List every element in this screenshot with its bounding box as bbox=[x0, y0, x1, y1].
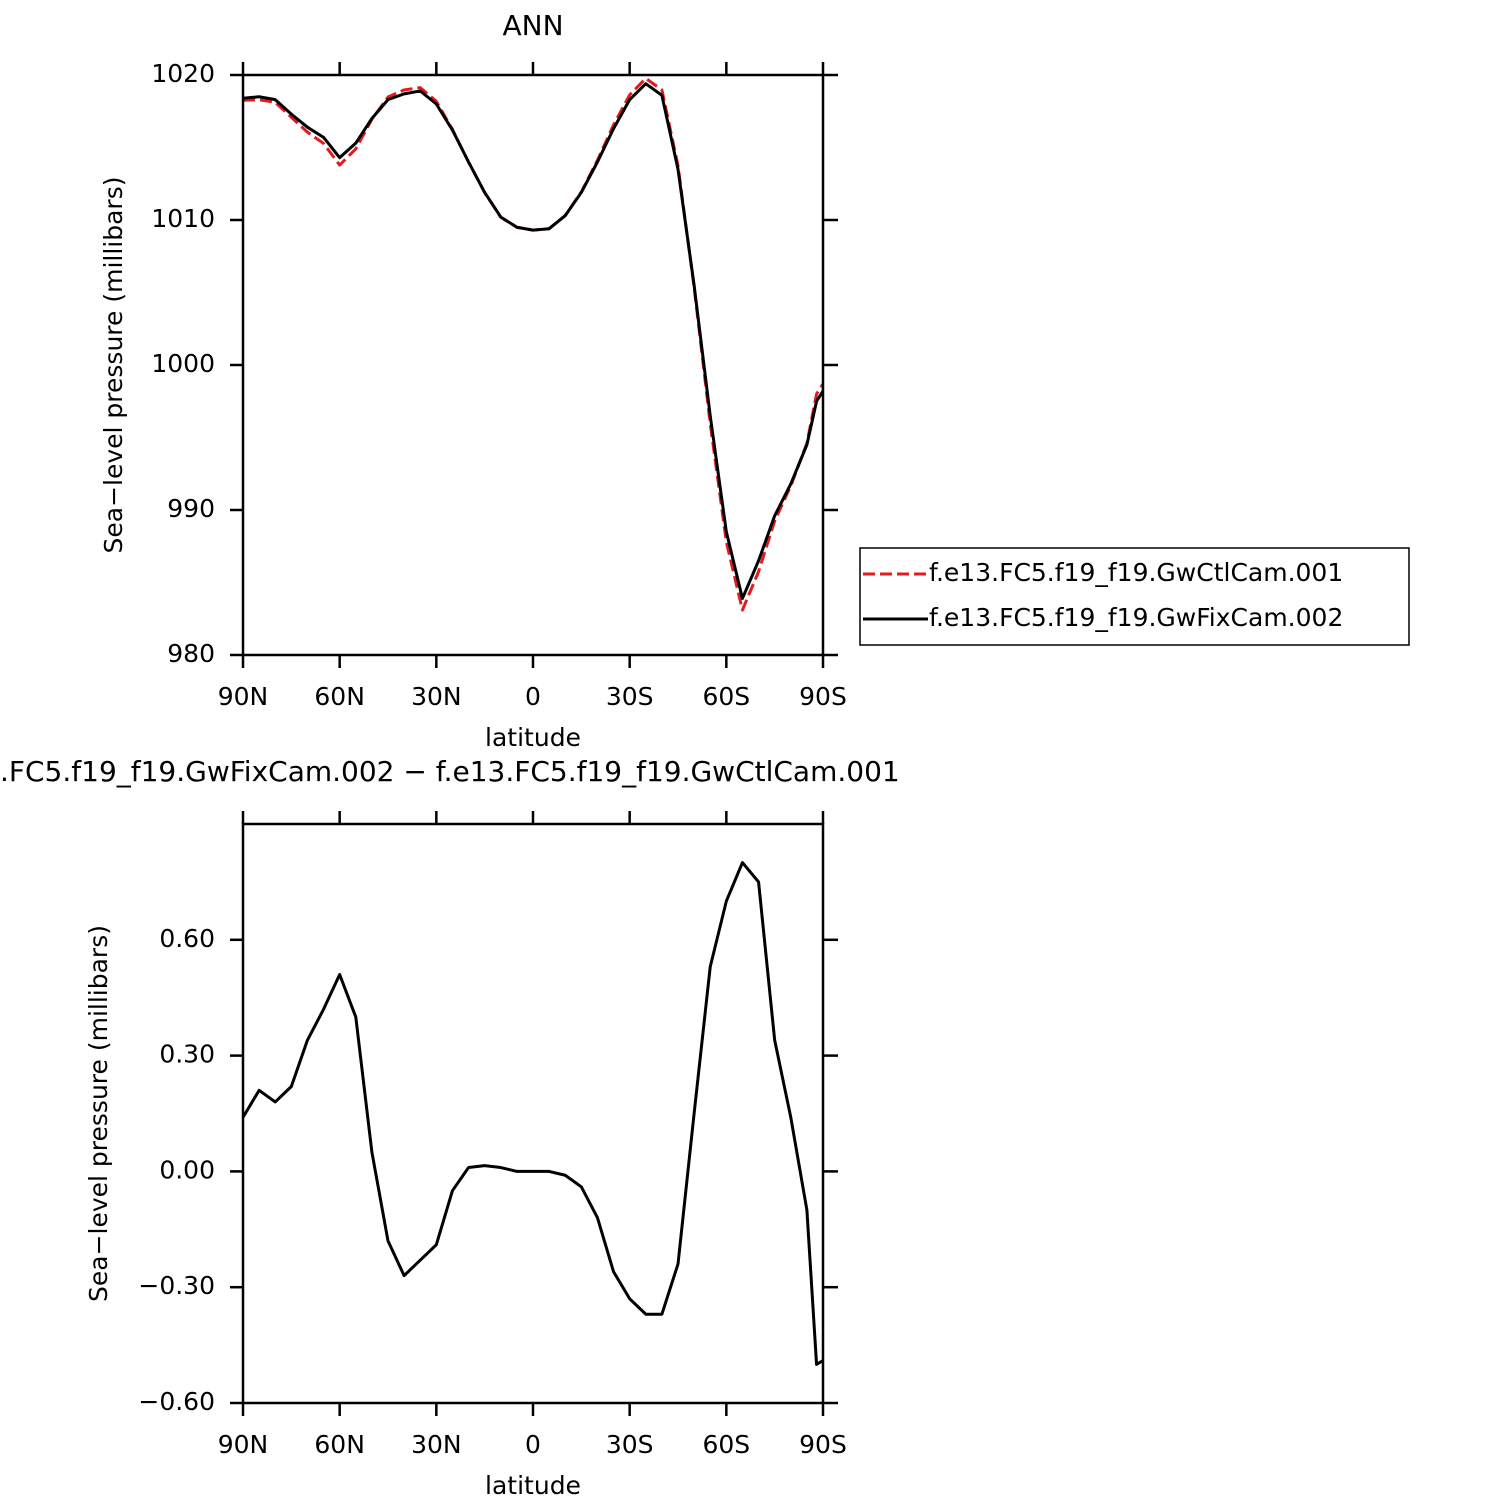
data-line bbox=[241, 861, 824, 1366]
y-axis-label: Sea−level pressure (millibars) bbox=[84, 925, 113, 1302]
x-axis-label: latitude bbox=[485, 1471, 581, 1500]
x-tick-label: 60N bbox=[314, 1430, 365, 1459]
x-tick-label: 0 bbox=[525, 1430, 541, 1459]
x-tick-label: 60S bbox=[702, 1430, 750, 1459]
x-tick-label: 60N bbox=[314, 682, 365, 711]
data-line bbox=[242, 76, 825, 612]
y-tick-label: 1010 bbox=[151, 204, 215, 233]
y-tick-label: −0.30 bbox=[138, 1271, 215, 1300]
legend-box bbox=[859, 547, 1410, 646]
plot-frame bbox=[241, 822, 825, 1405]
chart-title: .FC5.f19_f19.GwFixCam.002 − f.e13.FC5.f1… bbox=[0, 755, 900, 788]
x-tick-label: 0 bbox=[525, 682, 541, 711]
legend-label: f.e13.FC5.f19_f19.GwFixCam.002 bbox=[929, 603, 1343, 632]
x-tick-label: 90S bbox=[799, 1430, 847, 1459]
y-tick-label: 0.00 bbox=[159, 1155, 215, 1184]
x-tick-label: 90N bbox=[218, 1430, 269, 1459]
y-tick-label: 0.60 bbox=[159, 924, 215, 953]
y-tick-label: 0.30 bbox=[159, 1040, 215, 1069]
y-tick-label: 1020 bbox=[151, 59, 215, 88]
y-tick-label: 990 bbox=[167, 494, 215, 523]
x-tick-label: 60S bbox=[702, 682, 750, 711]
x-tick-label: 90N bbox=[218, 682, 269, 711]
y-tick-label: 1000 bbox=[151, 349, 215, 378]
x-tick-label: 30S bbox=[606, 1430, 654, 1459]
y-tick-label: −0.60 bbox=[138, 1387, 215, 1416]
x-tick-label: 30N bbox=[411, 682, 462, 711]
x-tick-label: 90S bbox=[799, 682, 847, 711]
y-axis-label: Sea−level pressure (millibars) bbox=[99, 177, 128, 554]
plot-frame bbox=[241, 73, 825, 657]
data-line bbox=[242, 82, 825, 600]
legend-label: f.e13.FC5.f19_f19.GwCtlCam.001 bbox=[929, 558, 1343, 587]
chart-title: ANN bbox=[502, 9, 563, 42]
x-axis-label: latitude bbox=[485, 723, 581, 752]
x-tick-label: 30N bbox=[411, 1430, 462, 1459]
y-tick-label: 980 bbox=[167, 639, 215, 668]
x-tick-label: 30S bbox=[606, 682, 654, 711]
